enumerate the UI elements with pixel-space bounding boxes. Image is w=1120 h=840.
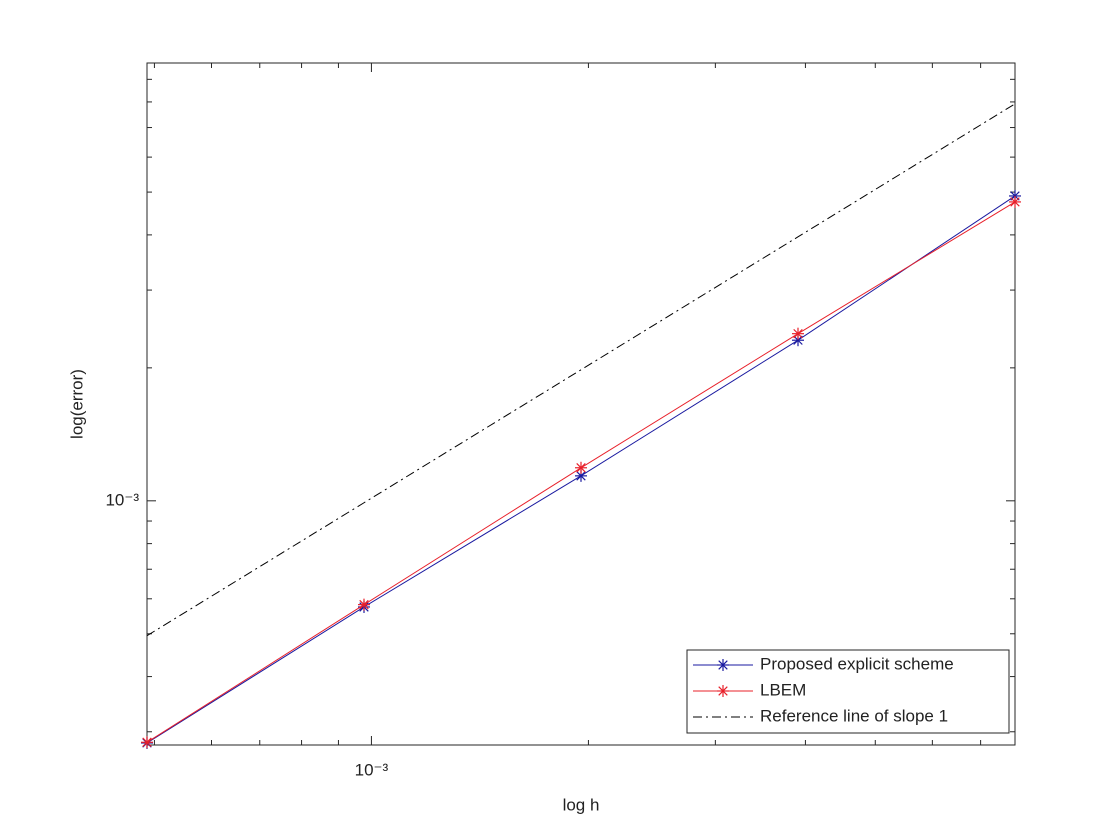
marker-stroke	[718, 686, 728, 696]
series-line	[146, 103, 1016, 637]
legend-marker	[717, 685, 729, 697]
marker-stroke	[1010, 197, 1020, 207]
data-point	[792, 327, 804, 340]
plot-frame	[146, 62, 1016, 746]
marker-stroke	[793, 328, 803, 339]
marker-stroke	[718, 660, 728, 670]
data-point	[1009, 195, 1021, 208]
data-point	[575, 461, 587, 474]
x-tick-label: 10⁻³	[355, 760, 389, 779]
data-point	[141, 736, 153, 749]
x-axis-label: log h	[563, 795, 600, 814]
legend-label: Proposed explicit scheme	[760, 654, 954, 673]
y-tick-label: 10⁻³	[105, 490, 139, 509]
marker-stroke	[576, 463, 586, 473]
data-point	[358, 598, 370, 611]
legend-label: Reference line of slope 1	[760, 706, 948, 725]
marker-stroke	[142, 737, 152, 748]
y-axis-label: log(error)	[67, 369, 86, 439]
marker-stroke	[359, 599, 369, 610]
legend-marker	[717, 659, 729, 671]
legend-label: LBEM	[760, 680, 806, 699]
data-point	[575, 469, 587, 482]
marker-stroke	[576, 471, 586, 481]
legend: Proposed explicit scheme LBEM Reference li…	[686, 649, 1010, 734]
